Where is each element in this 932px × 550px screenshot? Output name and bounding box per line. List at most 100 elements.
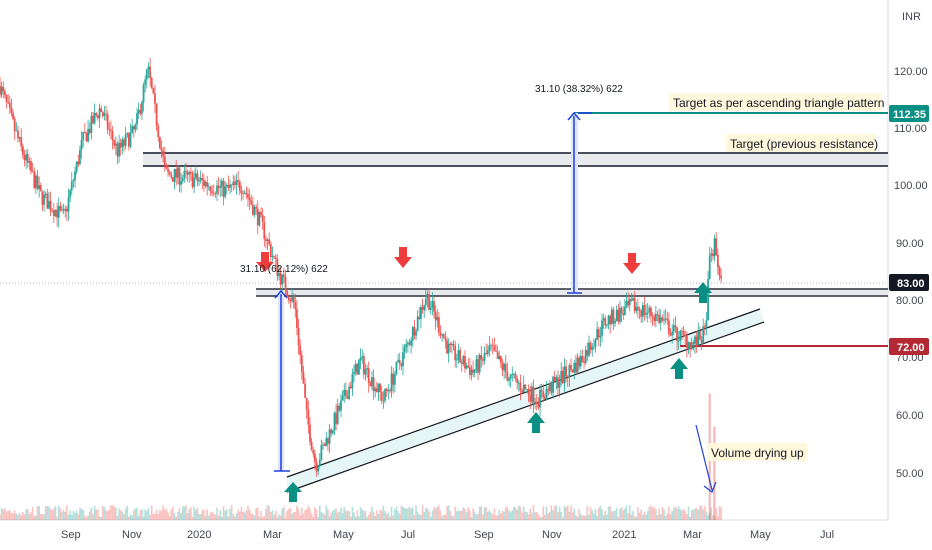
volume-bar xyxy=(97,509,99,520)
trend-channel-upper[interactable] xyxy=(286,308,761,478)
volume-bar xyxy=(309,508,311,520)
candle xyxy=(312,446,315,458)
volume-bar xyxy=(263,515,266,520)
candle xyxy=(201,172,204,190)
candle xyxy=(18,136,21,142)
annotation-volume[interactable]: Volume drying up xyxy=(711,446,804,460)
candle xyxy=(625,292,628,309)
candle xyxy=(550,381,553,396)
volume-bar xyxy=(521,512,523,520)
volume-bar xyxy=(152,513,155,520)
volume-bar xyxy=(617,516,620,520)
volume-bar xyxy=(359,507,362,520)
down-arrow-marker[interactable] xyxy=(394,247,412,268)
volume-bar xyxy=(491,514,494,520)
candle xyxy=(609,314,612,334)
volume-bar xyxy=(162,505,164,520)
candle xyxy=(581,349,584,363)
volume-bar xyxy=(570,505,572,520)
volume-bar xyxy=(686,514,688,520)
candle xyxy=(506,362,509,382)
up-arrow-marker[interactable] xyxy=(284,482,302,502)
volume-bar xyxy=(607,506,610,520)
volume-bar xyxy=(596,515,598,520)
candle xyxy=(377,383,380,402)
candle xyxy=(526,388,528,394)
volume-bar xyxy=(490,512,492,520)
volume-arrow-line xyxy=(695,424,713,491)
candle xyxy=(302,365,305,384)
volume-bar xyxy=(142,516,145,520)
volume-bar xyxy=(480,506,483,520)
candle xyxy=(682,326,685,338)
candle xyxy=(604,315,607,329)
volume-bar xyxy=(687,506,690,520)
candle xyxy=(547,386,550,396)
candle xyxy=(697,322,700,346)
volume-bar xyxy=(124,508,127,520)
volume-bar xyxy=(472,508,474,520)
up-arrow-marker[interactable] xyxy=(670,358,688,379)
volume-bar xyxy=(581,515,584,520)
candle xyxy=(718,265,721,281)
volume-bar xyxy=(121,511,124,520)
candle xyxy=(566,375,569,387)
candle xyxy=(82,131,85,148)
volume-bar xyxy=(593,513,595,520)
candle xyxy=(573,359,576,380)
candle xyxy=(486,344,489,358)
candle xyxy=(418,307,421,320)
volume-bar xyxy=(22,511,24,520)
volume-bar xyxy=(504,506,507,520)
candle xyxy=(555,374,558,390)
candle xyxy=(217,177,220,195)
candle xyxy=(524,384,527,390)
volume-bar xyxy=(485,506,487,520)
up-arrow-marker[interactable] xyxy=(527,412,545,433)
volume-bar xyxy=(622,510,625,520)
volume-bar xyxy=(583,514,585,520)
volume-bar xyxy=(387,512,390,520)
volume-bar xyxy=(31,507,34,520)
candle xyxy=(612,307,615,330)
candle xyxy=(38,176,41,198)
candle xyxy=(320,439,323,462)
volume-bar xyxy=(87,515,89,520)
annotation-resistance-target[interactable]: Target (previous resistance) xyxy=(730,137,878,151)
volume-bar xyxy=(640,509,642,520)
volume-bar xyxy=(230,505,233,520)
candle xyxy=(681,327,683,341)
volume-bar xyxy=(394,509,396,520)
volume-bar xyxy=(441,516,443,520)
volume-bar xyxy=(44,506,47,520)
candle xyxy=(95,111,98,118)
candle xyxy=(390,366,393,398)
candle xyxy=(516,375,519,390)
candle xyxy=(242,190,244,200)
volume-bar xyxy=(571,512,574,520)
volume-bar xyxy=(59,508,62,520)
volume-bar xyxy=(17,514,19,520)
trend-channel-lower[interactable] xyxy=(286,321,765,493)
down-arrow-marker[interactable] xyxy=(256,252,274,272)
candle xyxy=(668,312,670,338)
volume-bar xyxy=(327,508,329,520)
candle xyxy=(284,270,287,296)
volume-bar xyxy=(702,509,704,520)
volume-bar xyxy=(245,510,248,520)
volume-bar xyxy=(159,509,161,520)
candle xyxy=(428,288,430,311)
down-arrow-marker[interactable] xyxy=(623,253,641,274)
volume-bar xyxy=(358,516,360,520)
candle xyxy=(48,192,50,209)
candle xyxy=(129,123,132,149)
volume-bar xyxy=(323,514,326,520)
volume-bar xyxy=(33,516,36,520)
up-arrow-marker[interactable] xyxy=(694,282,712,303)
candle xyxy=(51,208,54,213)
volume-bar xyxy=(366,516,368,520)
volume-bar xyxy=(712,515,714,520)
annotation-triangle-target[interactable]: Target as per ascending triangle pattern xyxy=(673,96,884,110)
candle xyxy=(408,338,411,347)
